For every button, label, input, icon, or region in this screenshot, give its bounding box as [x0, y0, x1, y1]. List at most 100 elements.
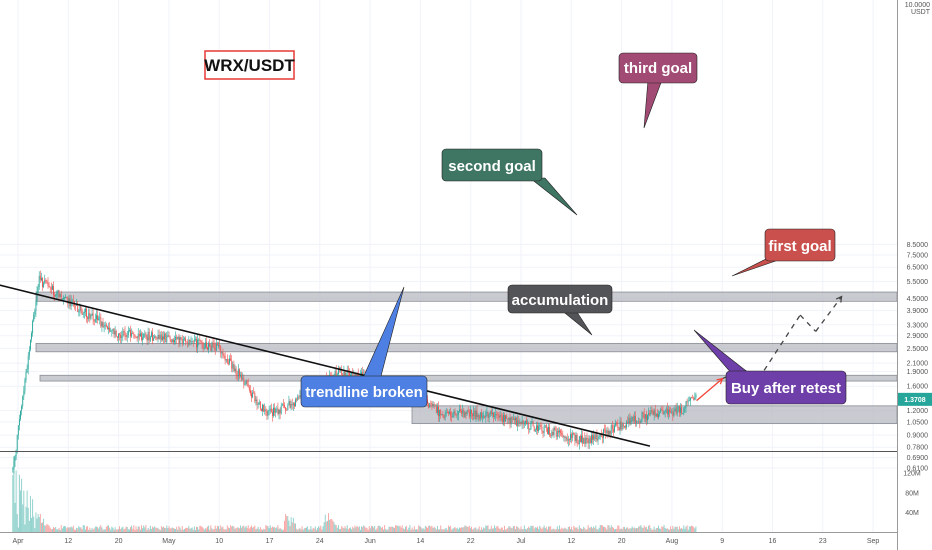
volume-bar: [449, 526, 450, 532]
volume-tick-label: 40M: [905, 510, 919, 517]
candle-body: [100, 317, 102, 327]
volume-bar: [226, 525, 228, 532]
candle-body: [490, 411, 492, 415]
candle-body: [139, 333, 141, 337]
volume-bar: [689, 526, 691, 532]
volume-bar: [435, 529, 437, 532]
time-tick-label: 12: [64, 538, 72, 545]
volume-bar: [245, 525, 247, 532]
callout-first-goal-text: first goal: [768, 238, 831, 255]
volume-axis: 120M 80M 40M: [903, 471, 921, 517]
volume-bar: [684, 528, 686, 532]
callout-accumulation[interactable]: accumulation: [507, 284, 613, 336]
volume-bar: [167, 528, 169, 532]
candle-body: [497, 414, 499, 416]
volume-bar: [651, 529, 653, 532]
volume-bar: [612, 527, 614, 532]
projection-segment: [696, 378, 723, 402]
current-price-label: 1.3708: [904, 397, 926, 404]
candle-body: [449, 411, 450, 414]
candle-body: [612, 429, 614, 432]
volume-bar: [186, 527, 188, 532]
volume-bar: [182, 529, 184, 532]
candle-body: [87, 317, 89, 320]
callout-buy-after-retest[interactable]: Buy after retest: [693, 329, 847, 405]
volume-bar: [482, 529, 483, 532]
candle-body: [336, 374, 338, 376]
volume-bar: [262, 529, 263, 532]
candle-body: [51, 285, 53, 290]
volume-bar: [488, 529, 490, 532]
volume-bar: [548, 526, 549, 532]
candle-body: [444, 414, 446, 419]
volume-bar: [142, 528, 144, 532]
candle-body: [683, 408, 685, 414]
candle-body: [291, 403, 293, 406]
volume-bar: [653, 526, 655, 532]
volume-bar: [418, 525, 420, 532]
candle-body: [225, 359, 227, 361]
projection-segment: [758, 314, 801, 379]
volume-bar: [161, 527, 163, 532]
candle-body: [506, 415, 508, 419]
candle-body: [126, 335, 128, 338]
candle-body: [661, 408, 663, 410]
volume-bar: [113, 529, 115, 532]
candle-body: [267, 410, 269, 416]
volume-bar: [36, 518, 38, 532]
candle-body: [55, 295, 57, 297]
callout-second-goal[interactable]: second goal: [441, 148, 578, 216]
volume-bar: [232, 525, 234, 532]
candle-body: [430, 403, 432, 404]
candle-body: [568, 439, 570, 441]
current-price-badge: 1.3708: [898, 392, 932, 406]
volume-bar: [637, 527, 639, 532]
candle-body: [227, 363, 229, 364]
callout-third-goal[interactable]: third goal: [618, 52, 698, 129]
volume-bar: [607, 525, 609, 532]
candle-body: [21, 406, 23, 411]
volume-bar: [454, 526, 456, 532]
volume-bar: [299, 528, 301, 532]
candle-body: [298, 396, 300, 398]
candle-body: [287, 405, 289, 411]
candle-body: [223, 355, 225, 357]
volume-bar: [293, 523, 295, 532]
volume-bar: [375, 529, 377, 532]
candle-body: [252, 392, 254, 398]
candle-body: [48, 286, 50, 287]
time-axis[interactable]: Apr 12 20 May 10 17 24 Jun 14 22 Jul 12 20 Aug 9 16 23 Se…: [13, 538, 880, 545]
volume-bar: [259, 527, 261, 532]
candle-body: [174, 339, 175, 343]
callout-trendline-broken[interactable]: trendline broken: [300, 286, 428, 408]
candle-body: [522, 420, 524, 425]
volume-bar: [412, 529, 414, 532]
volume-bar: [674, 526, 676, 532]
candle-body: [166, 335, 168, 343]
volume-bar: [445, 527, 447, 532]
candle-body: [108, 327, 109, 330]
candle-body: [216, 344, 218, 346]
volume-bar: [560, 529, 562, 532]
volume-bar: [442, 529, 444, 532]
candle-body: [616, 422, 618, 425]
candle-body: [562, 434, 564, 437]
volume-bar: [209, 529, 211, 532]
trendline-group: [0, 284, 651, 447]
callout-first-goal[interactable]: first goal: [731, 228, 836, 277]
candle-body: [34, 311, 36, 315]
volume-bar: [447, 525, 449, 532]
candle-body: [61, 298, 63, 300]
candle-body: [354, 373, 356, 376]
candle-body: [477, 415, 479, 417]
candle-body: [288, 401, 290, 406]
candle-body: [564, 436, 566, 439]
volume-bar: [292, 518, 294, 532]
volume-bar: [691, 525, 692, 532]
volume-bar: [168, 526, 170, 532]
candle-body: [510, 417, 512, 425]
volume-bar: [187, 527, 189, 532]
volume-bar: [496, 526, 498, 532]
